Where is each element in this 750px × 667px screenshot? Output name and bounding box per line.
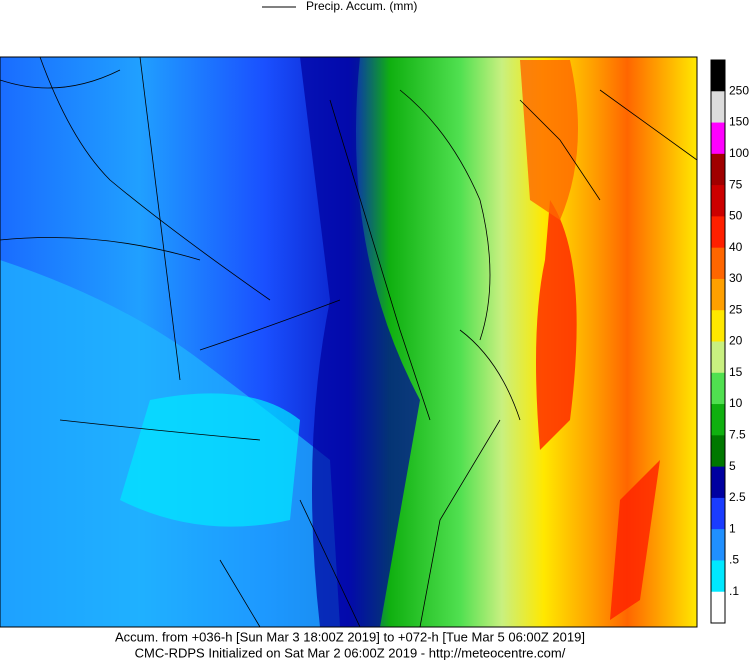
colorbar-label: 5 xyxy=(729,459,736,473)
colorbar-label: 20 xyxy=(729,334,743,348)
colorbar-swatch xyxy=(711,185,725,217)
colorbar-label: 50 xyxy=(729,209,743,223)
caption-line: CMC-RDPS Initialized on Sat Mar 2 06:00Z… xyxy=(135,645,566,660)
precip-field xyxy=(610,460,660,620)
colorbar-swatch xyxy=(711,466,725,499)
colorbar-swatch xyxy=(711,497,725,530)
colorbar-swatch xyxy=(711,341,725,374)
colorbar-label: 7.5 xyxy=(729,428,746,442)
colorbar-swatch xyxy=(711,278,725,311)
boundaries xyxy=(0,56,698,628)
colorbar-label: .5 xyxy=(729,553,739,567)
precip-field xyxy=(536,200,577,450)
colorbar-swatch xyxy=(711,247,725,280)
map xyxy=(0,56,698,628)
colorbar-swatch xyxy=(711,529,725,561)
colorbar-label: 10 xyxy=(729,396,743,410)
colorbar-label: 150 xyxy=(729,115,749,129)
colorbar-swatch xyxy=(711,372,725,405)
colorbar-swatch xyxy=(711,216,725,249)
colorbar-swatch xyxy=(711,435,725,468)
colorbar-label: 1 xyxy=(729,521,736,535)
colorbar-swatch xyxy=(711,60,725,92)
colorbar-label: 250 xyxy=(729,83,749,97)
caption-line: Accum. from +036-h [Sun Mar 3 18:00Z 201… xyxy=(115,629,585,644)
precip-field xyxy=(120,393,300,527)
colorbar-swatch xyxy=(711,310,725,342)
colorbar-swatch xyxy=(711,91,725,124)
colorbar-label: 15 xyxy=(729,365,743,379)
colorbar-swatch xyxy=(711,122,725,155)
colorbar-swatch xyxy=(711,560,725,593)
legend-label: Precip. Accum. (mm) xyxy=(306,0,417,13)
colorbar-swatch xyxy=(711,153,725,186)
colorbar-label: 25 xyxy=(729,302,743,316)
map-frame xyxy=(0,56,698,628)
colorbar-label: 100 xyxy=(729,146,749,160)
precip-field xyxy=(520,60,578,220)
colorbar-frame xyxy=(710,59,726,624)
precip-field xyxy=(300,57,420,627)
colorbar-label: .1 xyxy=(729,584,739,598)
colorbar-swatch xyxy=(711,591,725,624)
colorbar-label: 40 xyxy=(729,240,743,254)
colorbar-swatch xyxy=(711,404,725,436)
colorbar-label: 30 xyxy=(729,271,743,285)
colorbar-label: 75 xyxy=(729,177,743,191)
colorbar: 250 150 100 75 50 40 30 25 20 15 10 7.5 5 2.5 1 .5 .1 xyxy=(710,59,749,624)
colorbar-label: 2.5 xyxy=(729,490,746,504)
